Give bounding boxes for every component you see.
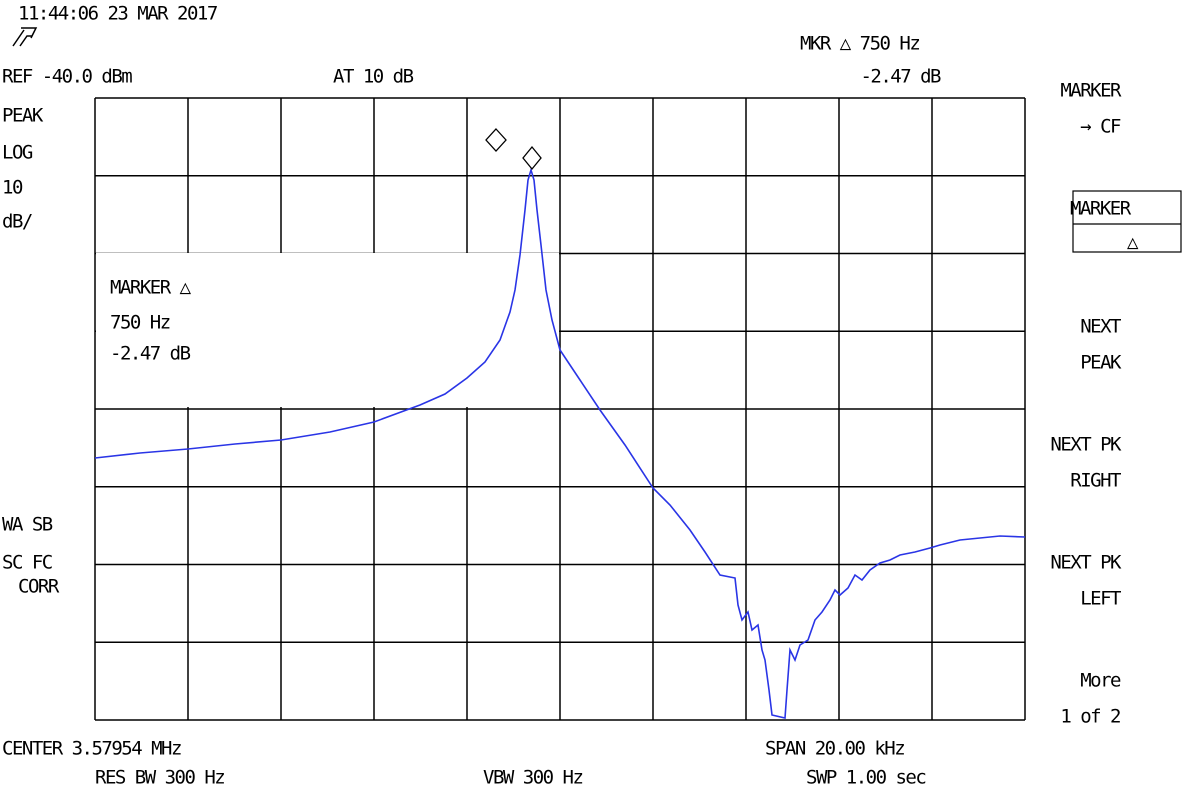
- vbw: VBW 300 Hz: [483, 767, 582, 789]
- softkey[interactable]: NEXT PEAK: [1080, 316, 1123, 374]
- softkey-label[interactable]: NEXT PK: [1050, 434, 1123, 456]
- softkey-label[interactable]: MARKER: [1070, 198, 1133, 220]
- attenuation: AT 10 dB: [333, 66, 414, 88]
- softkey-label[interactable]: 1 of 2: [1060, 706, 1121, 728]
- softkey[interactable]: MARKER △: [1070, 198, 1141, 254]
- res-bw: RES BW 300 Hz: [95, 767, 224, 789]
- marker-value: -2.47 dB: [860, 66, 941, 88]
- softkey[interactable]: NEXT PK RIGHT: [1050, 434, 1123, 492]
- spectrum-trace: [94, 167, 1026, 719]
- hp-logo: [12, 27, 38, 47]
- marker-diamonds: [485, 128, 542, 171]
- timestamp: 11:44:06 23 MAR 2017: [18, 3, 218, 25]
- softkey-label[interactable]: → CF: [1080, 116, 1122, 138]
- flags: WA SB: [2, 514, 53, 536]
- scale-unit: dB/: [2, 211, 33, 233]
- softkey-label[interactable]: More: [1080, 670, 1122, 692]
- softkey-label[interactable]: RIGHT: [1070, 470, 1122, 492]
- softkey-label[interactable]: NEXT PK: [1050, 552, 1123, 574]
- graticule: [94, 97, 1026, 721]
- detector: PEAK: [2, 105, 44, 127]
- center-frequency: CENTER 3.57954 MHz: [2, 738, 181, 760]
- marker-label: MKR △ 750 Hz: [800, 33, 919, 55]
- readout-frequency: 750 Hz: [110, 312, 170, 334]
- span: SPAN 20.00 kHz: [765, 738, 904, 760]
- readout-amplitude: -2.47 dB: [110, 343, 191, 365]
- readout-title: MARKER △: [110, 277, 192, 299]
- softkey-label[interactable]: NEXT: [1080, 316, 1122, 338]
- flags: CORR: [18, 576, 60, 598]
- flags: SC FC: [2, 552, 52, 574]
- softkey[interactable]: More 1 of 2: [1060, 670, 1122, 728]
- softkey-label[interactable]: MARKER: [1060, 80, 1123, 102]
- softkey[interactable]: MARKER → CF: [1060, 80, 1123, 138]
- softkey-label[interactable]: △: [1127, 232, 1141, 254]
- softkey-label[interactable]: LEFT: [1080, 588, 1122, 610]
- scale-type: LOG: [2, 142, 33, 164]
- sweep: SWP 1.00 sec: [806, 767, 925, 789]
- ref-level: REF -40.0 dBm: [2, 66, 132, 88]
- softkey[interactable]: NEXT PK LEFT: [1050, 552, 1123, 610]
- softkey-highlight: [1072, 190, 1182, 253]
- marker-readout-box: [96, 253, 559, 407]
- softkey-label[interactable]: PEAK: [1080, 352, 1123, 374]
- scale-value: 10: [2, 177, 23, 199]
